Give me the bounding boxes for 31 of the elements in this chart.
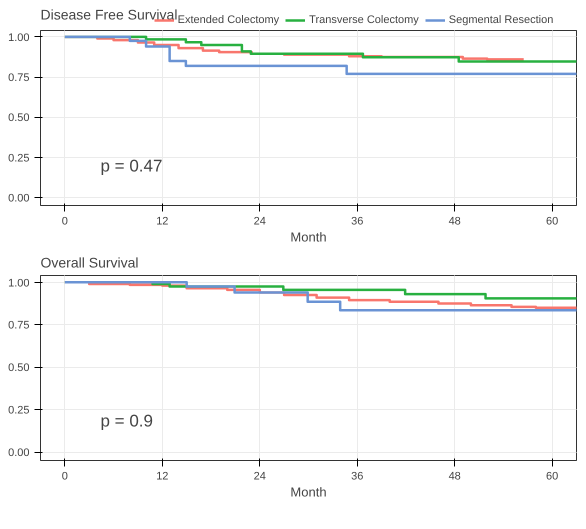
legend-label: Transverse Colectomy: [309, 14, 419, 26]
y-tick-label: 0.75: [8, 72, 30, 84]
x-tick-label: 60: [546, 216, 558, 228]
y-tick-label: 0.75: [8, 320, 30, 332]
x-axis-title: Month: [290, 484, 327, 500]
x-tick-label: 60: [546, 470, 558, 482]
chart-title: Overall Survival: [40, 254, 139, 270]
x-tick-label: 12: [156, 216, 168, 228]
annotation: p = 0.9: [100, 412, 153, 430]
legend-title: Disease Free Survival: [40, 6, 178, 22]
y-tick-label: 1.00: [8, 277, 30, 290]
annotation: p = 0.47: [100, 156, 162, 176]
x-tick-label: 0: [62, 216, 68, 228]
x-tick-label: 0: [62, 470, 68, 482]
y-tick-label: 0.50: [8, 112, 30, 124]
y-tick-label: 0.50: [8, 362, 30, 374]
y-tick-label: 0.00: [8, 447, 30, 460]
x-tick-label: 36: [351, 470, 364, 482]
x-tick-label: 48: [448, 470, 461, 482]
legend-label: Extended Colectomy: [178, 14, 280, 26]
x-tick-label: 48: [448, 216, 461, 228]
y-tick-label: 0.00: [8, 192, 30, 204]
legend-label: Segmental Resection: [448, 14, 554, 26]
y-tick-label: 1.00: [8, 32, 30, 44]
y-tick-label: 0.25: [8, 152, 30, 164]
y-tick-label: 0.25: [8, 404, 30, 417]
x-tick-label: 24: [254, 470, 266, 482]
x-axis-title: Month: [290, 230, 327, 244]
x-tick-label: 24: [254, 216, 266, 228]
x-tick-label: 12: [156, 470, 168, 482]
x-tick-label: 36: [351, 216, 364, 228]
